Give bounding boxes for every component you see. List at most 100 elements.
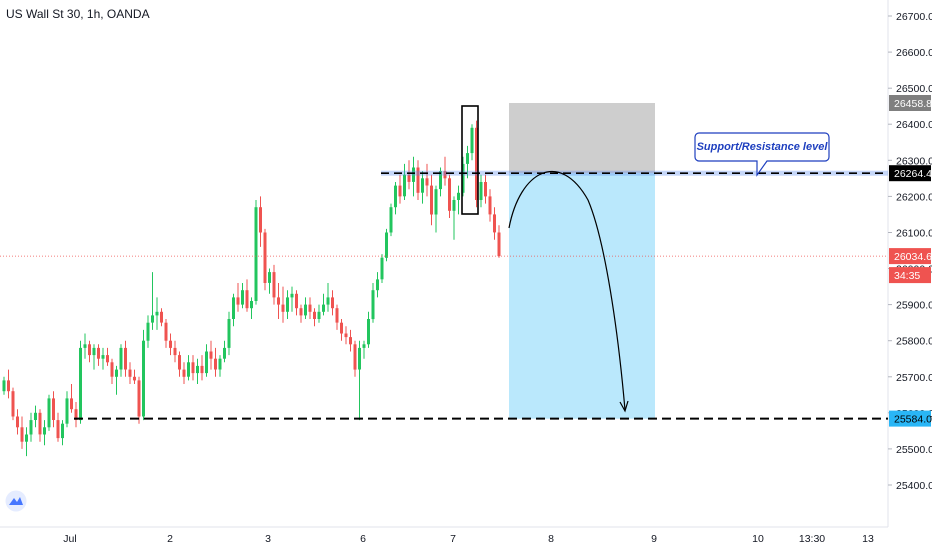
candle-body[interactable] [313,311,316,319]
candle-body[interactable] [11,391,15,417]
candle-body[interactable] [43,427,46,435]
candle-body[interactable] [236,297,240,305]
tradingview-logo-icon[interactable] [5,490,27,512]
candle-body[interactable] [430,185,433,215]
candle-body[interactable] [83,344,87,348]
candle-body[interactable] [70,398,73,410]
candle-body[interactable] [65,398,69,424]
resistance-price-label[interactable]: 26264.4 [889,165,932,182]
candle-body[interactable] [38,412,42,435]
candle-body[interactable] [29,420,33,435]
candle-body[interactable] [358,347,361,370]
candle-body[interactable] [349,337,352,345]
candle-body[interactable] [389,207,393,233]
candle-body[interactable] [295,293,298,309]
candle-body[interactable] [254,207,258,301]
candle-body[interactable] [398,185,402,197]
candle-body[interactable] [97,347,100,359]
candle-body[interactable] [25,434,28,442]
candle-body[interactable] [169,340,172,348]
candle-body[interactable] [88,344,91,356]
candle-body[interactable] [173,347,177,356]
candle-body[interactable] [137,380,141,417]
projection-arrow[interactable] [508,170,626,411]
candle-body[interactable] [164,322,168,341]
candle-body[interactable] [497,232,501,257]
candle-body[interactable] [209,351,213,359]
candle-body[interactable] [16,416,19,428]
candle-body[interactable] [452,200,456,211]
candle-body[interactable] [317,311,321,319]
candle-body[interactable] [457,192,460,200]
candle-body[interactable] [380,257,384,280]
candle-body[interactable] [182,369,186,377]
candle-body[interactable] [263,232,267,284]
candle-body[interactable] [47,398,51,428]
target-price-label[interactable]: 25584.0 [889,410,932,427]
candle-body[interactable] [142,340,145,417]
candle-body[interactable] [133,376,136,381]
candle-body[interactable] [110,362,114,377]
stop-loss-zone[interactable] [509,103,655,174]
candle-body[interactable] [326,297,330,305]
last-price-label[interactable]: 26034.6 [889,248,932,265]
candle-body[interactable] [290,293,294,298]
candle-body[interactable] [223,347,226,359]
candle-body[interactable] [322,304,325,312]
candle-body[interactable] [493,214,496,233]
candle-body[interactable] [466,153,469,164]
candle-body[interactable] [277,297,280,305]
candle-body[interactable] [34,412,37,420]
candle-body[interactable] [475,127,478,200]
candle-body[interactable] [488,196,492,215]
candle-body[interactable] [61,423,64,439]
candle-body[interactable] [245,290,249,309]
candle-body[interactable] [407,174,411,182]
highlight-box[interactable] [461,105,479,215]
candle-body[interactable] [106,355,109,363]
candle-body[interactable] [272,272,276,298]
candle-body[interactable] [385,232,388,258]
candle-body[interactable] [443,171,447,179]
candle-body[interactable] [434,189,438,215]
candle-body[interactable] [362,344,366,348]
candle-body[interactable] [74,409,78,420]
take-profit-zone[interactable] [509,173,655,419]
candle-body[interactable] [335,308,339,323]
candle-body[interactable] [412,167,415,182]
candle-body[interactable] [425,178,429,186]
candle-body[interactable] [151,315,154,323]
candle-body[interactable] [281,304,285,312]
candle-body[interactable] [200,365,204,374]
candle-body[interactable] [376,279,379,291]
candle-body[interactable] [250,301,253,309]
candle-body[interactable] [331,297,334,309]
candle-body[interactable] [205,351,208,374]
candle-body[interactable] [56,420,60,439]
candle-body[interactable] [448,178,451,211]
candle-body[interactable] [304,304,307,316]
candle-body[interactable] [268,272,271,283]
candle-body[interactable] [115,369,118,377]
candle-body[interactable] [2,380,6,392]
candle-body[interactable] [416,167,420,193]
candle-body[interactable] [371,290,375,320]
candle-body[interactable] [461,163,465,193]
candle-body[interactable] [187,362,190,377]
candle-body[interactable] [191,362,195,374]
candle-body[interactable] [124,347,127,370]
candle-body[interactable] [227,319,231,348]
candle-body[interactable] [308,304,312,312]
candle-body[interactable] [299,308,303,316]
candle-body[interactable] [196,365,199,374]
stop-price-label[interactable]: 26458.8 [889,95,932,111]
candle-body[interactable] [367,319,370,345]
candle-body[interactable] [7,380,10,392]
candle-body[interactable] [119,347,123,370]
candle-body[interactable] [344,333,348,338]
candle-body[interactable] [340,322,343,334]
candle-body[interactable] [479,182,483,200]
candle-body[interactable] [79,347,82,421]
candle-body[interactable] [52,398,55,420]
